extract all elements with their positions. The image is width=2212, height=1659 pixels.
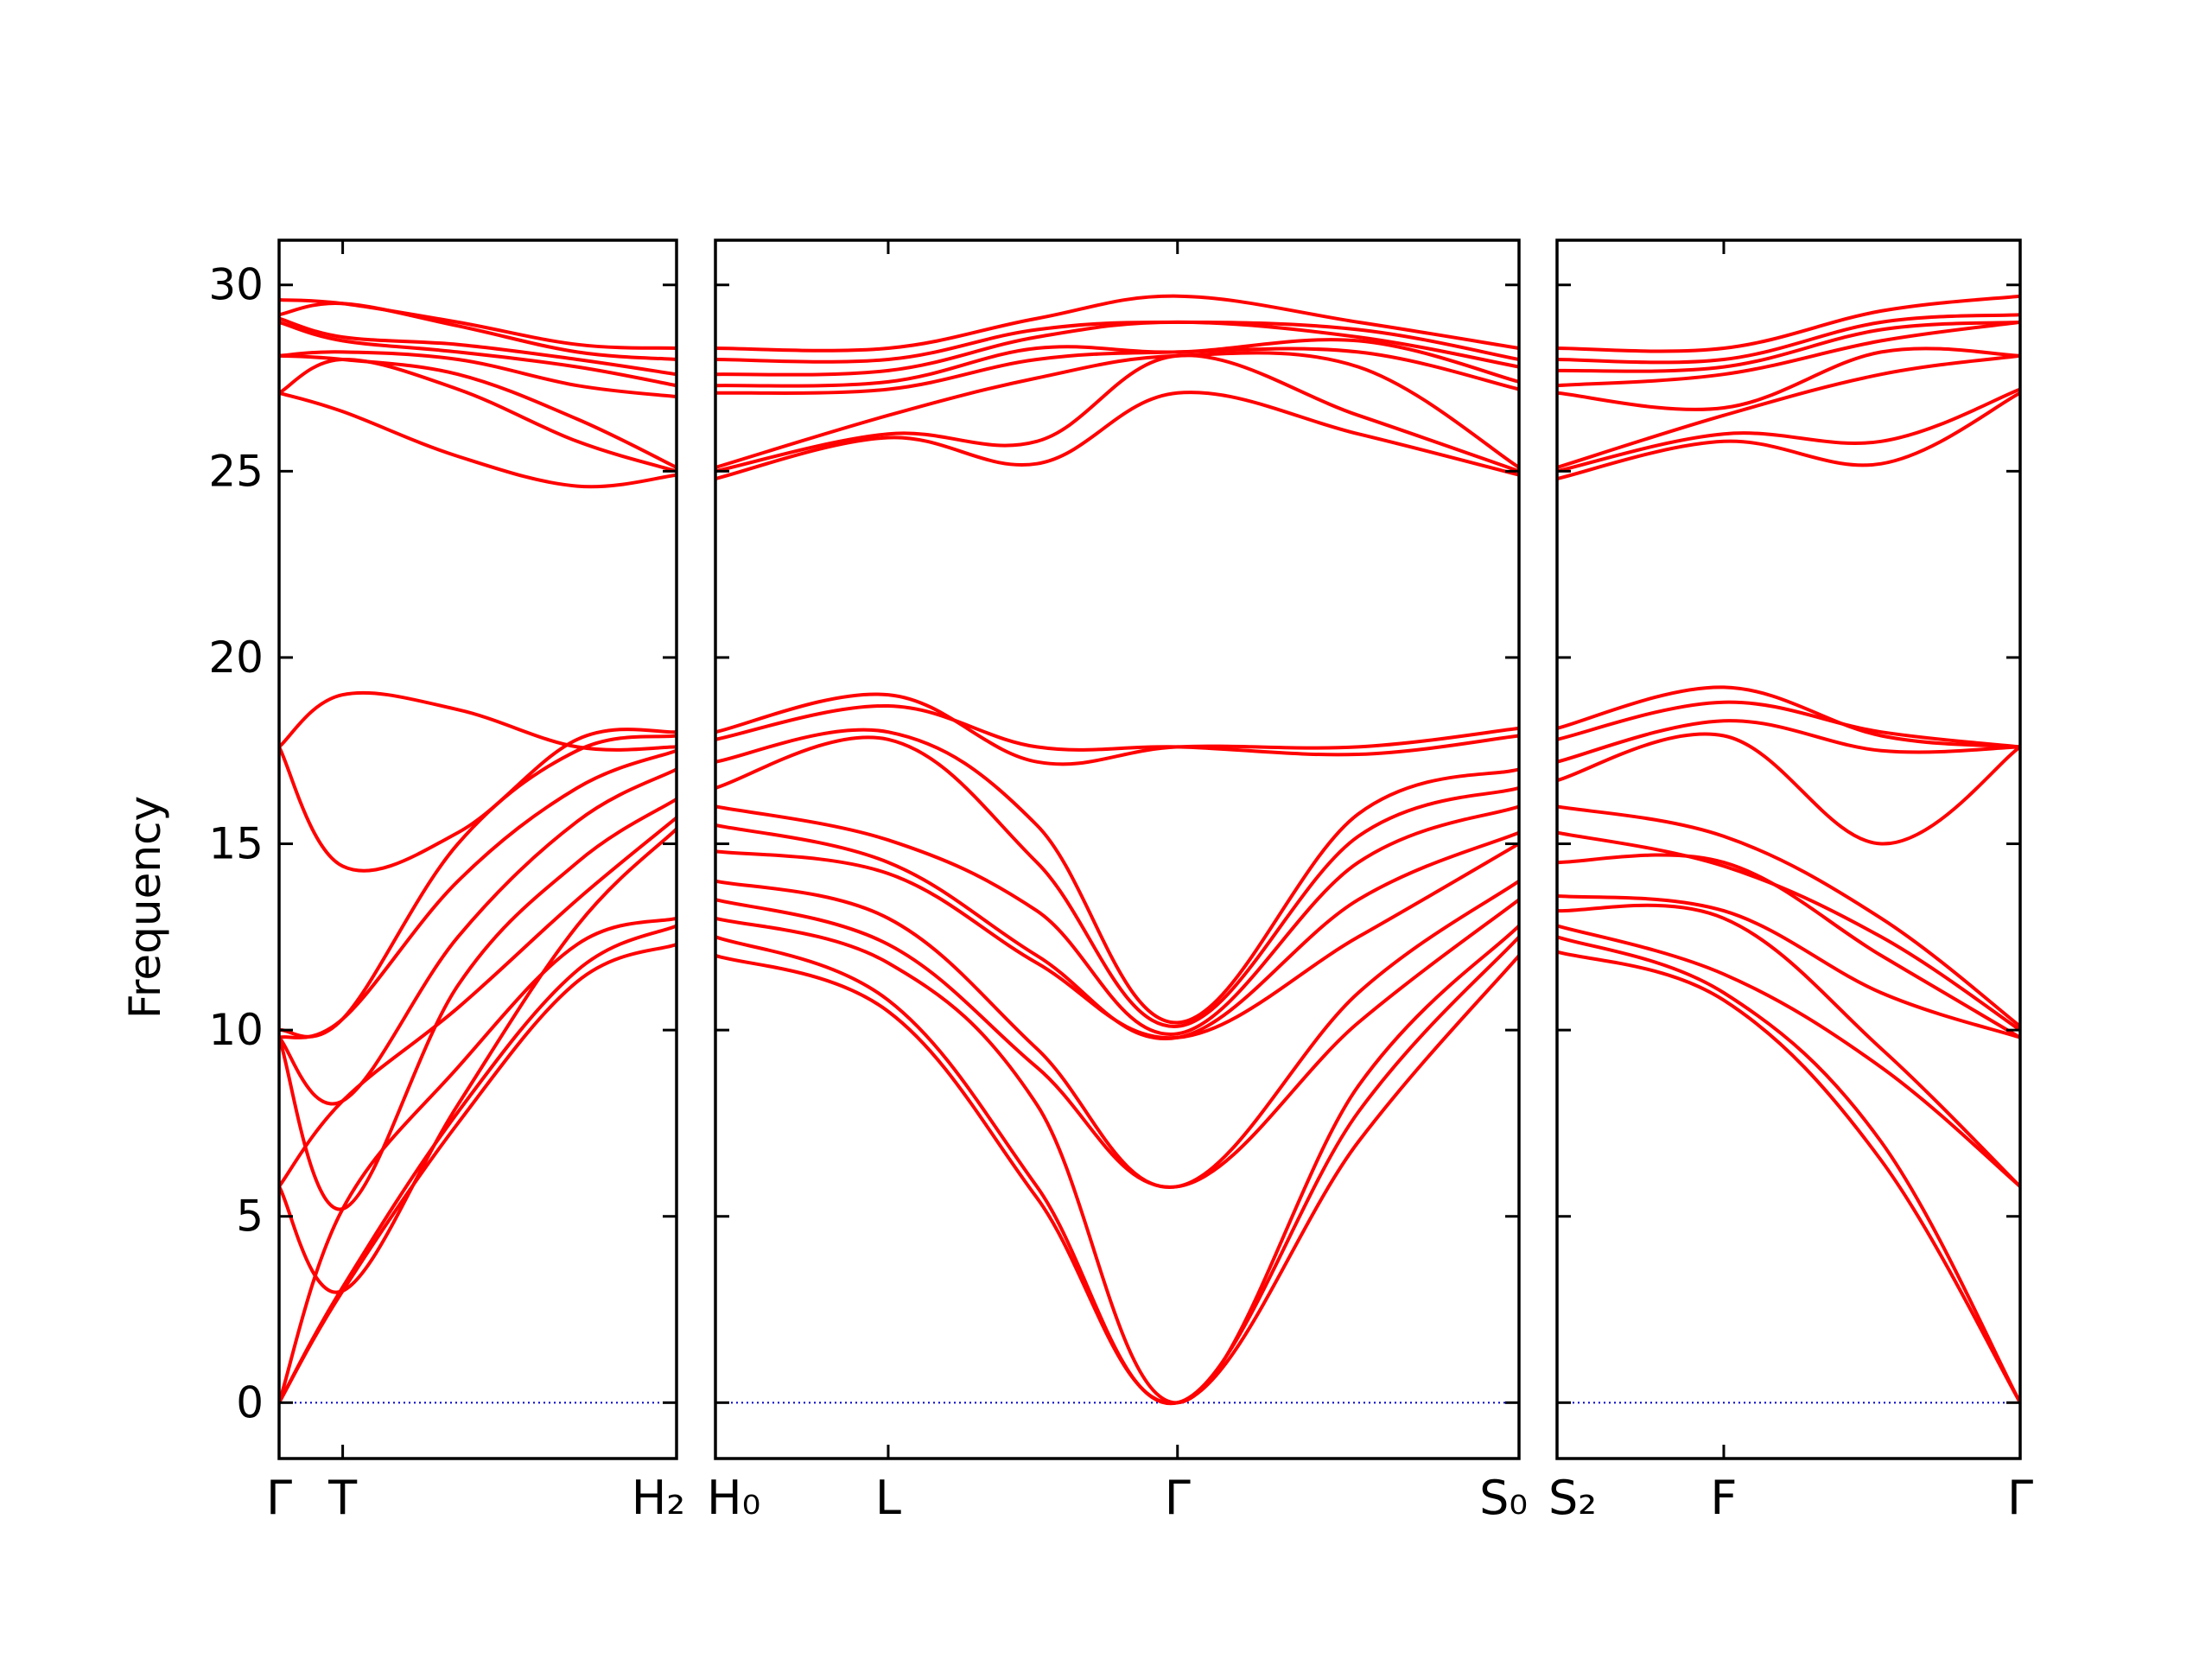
x-tick-label: Γ xyxy=(266,1471,292,1525)
band-line-5 xyxy=(1557,893,2020,1039)
band-line-19 xyxy=(715,320,1519,364)
band-line-11 xyxy=(715,703,1519,757)
band-line-17 xyxy=(1557,320,2020,388)
band-line-9 xyxy=(279,734,677,1039)
band-line-14 xyxy=(715,353,1519,474)
y-axis-label: Frequency xyxy=(120,796,170,1019)
band-line-2 xyxy=(1557,935,2020,1405)
band-line-13 xyxy=(1557,391,2020,480)
band-line-3 xyxy=(1557,924,2020,1189)
x-tick-label: F xyxy=(1710,1471,1737,1525)
band-line-1 xyxy=(1557,950,2020,1405)
band-line-13 xyxy=(715,391,1519,480)
band-line-8 xyxy=(715,804,1519,1036)
band-line-18 xyxy=(1557,320,2020,373)
band-line-20 xyxy=(1557,294,2020,353)
x-tick-label: Γ xyxy=(1165,1471,1191,1525)
band-line-2 xyxy=(279,924,677,1405)
band-line-14 xyxy=(1557,387,2020,474)
band-line-17 xyxy=(279,316,677,377)
band-line-15 xyxy=(1557,353,2020,469)
panel-bands xyxy=(715,294,1519,1406)
band-line-4 xyxy=(1557,903,2020,1189)
x-tick-label: S₂ xyxy=(1548,1471,1597,1525)
band-line-15 xyxy=(715,351,1519,469)
band-line-6 xyxy=(279,797,677,1211)
panel-bands xyxy=(1557,294,2020,1405)
y-tick-label: 5 xyxy=(236,1192,264,1242)
band-line-5 xyxy=(715,879,1519,1189)
y-tick-label: 10 xyxy=(208,1005,264,1055)
band-line-5 xyxy=(279,816,677,1189)
band-line-9 xyxy=(715,735,1519,1028)
band-line-10 xyxy=(715,728,1519,1025)
panel-1: 0 5 10 15 20 25 30 Γ T H₂ xyxy=(208,238,685,1525)
band-line-17 xyxy=(715,338,1519,388)
band-line-19 xyxy=(1557,313,2020,365)
band-line-10 xyxy=(1557,719,2020,764)
band-line-16 xyxy=(715,346,1519,395)
band-line-16 xyxy=(1557,346,2020,411)
band-line-4 xyxy=(715,898,1519,1189)
band-line-19 xyxy=(279,298,677,350)
band-line-3 xyxy=(279,916,677,1405)
y-tick-label: 25 xyxy=(208,446,264,496)
band-line-14 xyxy=(279,353,677,469)
band-line-6 xyxy=(1557,853,2020,1039)
band-line-12 xyxy=(279,391,677,489)
band-line-16 xyxy=(279,320,677,388)
band-line-18 xyxy=(715,320,1519,377)
band-line-20 xyxy=(715,294,1519,353)
band-line-1 xyxy=(279,943,677,1405)
band-line-8 xyxy=(279,748,677,1039)
band-line-4 xyxy=(279,827,677,1294)
band-line-13 xyxy=(279,357,677,474)
x-tick-label: H₀ xyxy=(707,1471,760,1525)
band-line-7 xyxy=(279,767,677,1106)
panel-frame xyxy=(714,238,1521,1460)
band-line-7 xyxy=(715,823,1519,1041)
x-tick-label: H₂ xyxy=(632,1471,685,1525)
band-line-10 xyxy=(279,728,677,873)
panel-2: H₀ L Γ S₀ xyxy=(707,238,1528,1525)
band-line-8 xyxy=(1557,804,2020,1028)
band-line-3 xyxy=(715,916,1519,1405)
y-tick-label: 15 xyxy=(208,819,264,869)
band-line-12 xyxy=(715,692,1519,766)
x-tick-label: T xyxy=(327,1471,358,1525)
panel-frame xyxy=(277,238,678,1460)
band-line-2 xyxy=(715,935,1519,1406)
band-line-11 xyxy=(279,690,677,752)
panel-frame xyxy=(1555,238,2022,1460)
panel-bands xyxy=(279,298,677,1405)
panel-3: S₂ F Γ xyxy=(1548,238,2033,1525)
x-tick-label: Γ xyxy=(2007,1471,2033,1525)
band-line-12 xyxy=(1557,685,2020,749)
band-line-7 xyxy=(1557,830,2020,1033)
band-line-15 xyxy=(279,350,677,399)
x-tick-label: S₀ xyxy=(1479,1471,1528,1525)
x-tick-label: L xyxy=(875,1471,901,1525)
y-tick-label: 0 xyxy=(236,1377,264,1427)
band-line-9 xyxy=(1557,732,2020,846)
y-tick-label: 30 xyxy=(208,260,264,310)
band-line-11 xyxy=(1557,700,2020,749)
y-tick-label: 20 xyxy=(208,632,264,683)
